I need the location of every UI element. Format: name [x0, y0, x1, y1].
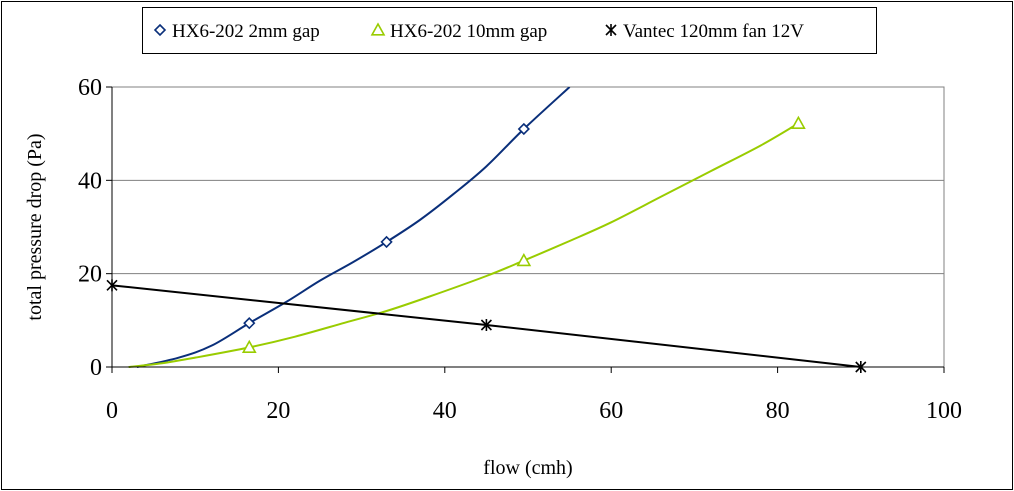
data-point [517, 122, 530, 136]
legend-marker [605, 24, 617, 36]
legend-item: HX6-202 2mm gap [153, 21, 320, 42]
series-line [136, 87, 571, 368]
x-tick-label: 80 [766, 398, 790, 424]
legend-label: HX6-202 10mm gap [390, 21, 547, 42]
series-line [128, 122, 799, 368]
legend-item: Vantec 120mm fan 12V [605, 21, 804, 42]
data-point [791, 115, 806, 129]
legend: HX6-202 2mm gap HX6-202 10mm gap Vantec 12… [142, 7, 877, 54]
series-1 [136, 87, 571, 368]
gridlines [112, 179, 944, 275]
y-tick-label: 60 [78, 75, 102, 101]
x-tick-label: 60 [599, 398, 623, 424]
legend-label: Vantec 120mm fan 12V [623, 21, 804, 42]
data-point [480, 319, 492, 331]
data-point [243, 317, 256, 330]
x-axis-title: flow (cmh) [483, 457, 572, 479]
y-tick-label: 40 [78, 168, 102, 194]
data-point [241, 339, 257, 354]
y-axis-title: total pressure drop (Pa) [24, 133, 46, 320]
legend-item: HX6-202 10mm gap [370, 21, 547, 42]
y-tick-label: 20 [78, 262, 102, 288]
legend-marker [370, 22, 386, 36]
legend-box [142, 7, 877, 54]
data-point [516, 252, 532, 267]
x-tick-label: 100 [926, 398, 962, 424]
series-markers [241, 115, 806, 354]
series-2 [128, 122, 799, 368]
axes: 0 20 40 60 0 20 40 60 80 100 [78, 75, 962, 424]
x-tick-label: 20 [266, 398, 290, 424]
x-tick-label: 0 [106, 398, 118, 424]
data-point [380, 235, 393, 249]
legend-label: HX6-202 2mm gap [172, 21, 320, 42]
series-markers [243, 122, 530, 330]
legend-marker [153, 23, 167, 37]
series-layer [106, 87, 867, 373]
x-tick-label: 40 [433, 398, 457, 424]
y-tick-label: 0 [90, 355, 102, 381]
